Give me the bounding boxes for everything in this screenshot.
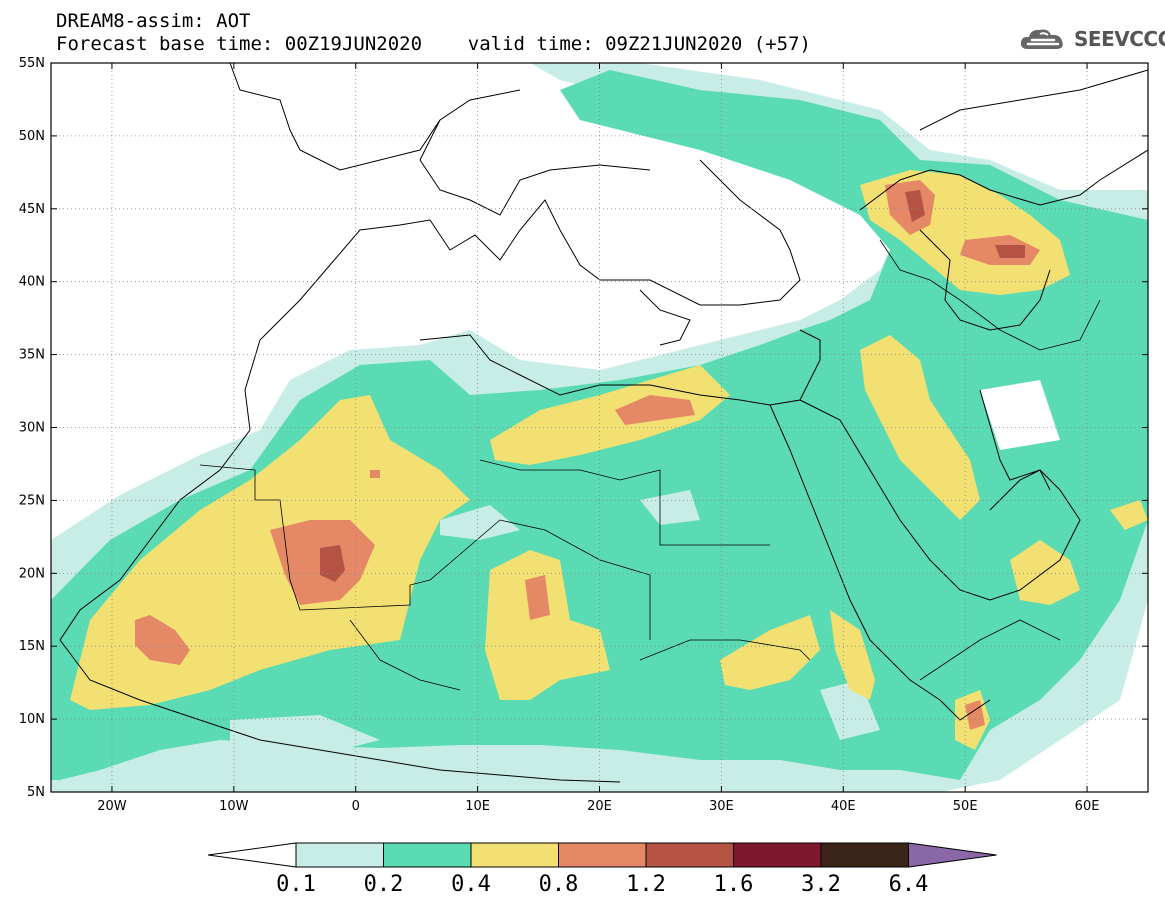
lat-tick-label: 55N [19,56,45,71]
colorbar-label: 1.2 [626,872,666,897]
colorbar-label: 0.2 [364,872,404,897]
lat-tick-label: 40N [19,275,45,290]
lon-tick-label: 0 [352,799,360,814]
aot-field-0.4-ne [1110,500,1148,530]
aot-patch-clean-2 [640,490,700,525]
colorbar-label: 0.8 [539,872,579,897]
colorbar-box [645,842,734,868]
colorbar-label: 0.4 [451,872,491,897]
lat-tick-label: 35N [19,348,45,363]
colorbar-box [383,842,472,868]
aot-field-0.8-west-spot [370,470,380,478]
aot-field-0.8-libya [615,395,695,425]
brand-name: SEEVCCC [1074,27,1165,51]
cloud-logo-icon [1020,29,1063,49]
colorbar-label: 1.6 [714,872,754,897]
map-subtitle: Forecast base time: 00Z19JUN2020 valid t… [56,33,811,55]
aot-patch-clean-3 [230,715,380,760]
aot-field-0.4-red-sea [830,610,875,700]
colorbar-label: 3.2 [801,872,841,897]
colorbar-over-triangle [908,842,997,868]
aot-field-0.4-sudan [720,615,820,690]
aot-field-1.2-caspian-2 [995,245,1025,258]
lon-tick-label: 20E [587,799,612,814]
aot-field-0.8-chad [525,575,550,620]
lon-tick-label: 20W [97,799,127,814]
lon-tick-label: 50E [953,799,978,814]
lat-tick-label: 5N [27,785,45,800]
lat-tick-label: 10N [19,712,45,727]
colorbar-labels: 0.1 0.2 0.4 0.8 1.2 1.6 3.2 6.4 [276,872,928,897]
brand-logo: SEEVCCC [1018,24,1165,54]
lon-tick-label: 30E [709,799,734,814]
lon-tick-label: 10E [465,799,490,814]
colorbar-box [558,842,647,868]
colorbar-label: 0.1 [276,872,316,897]
aot-patch-clean-1 [440,505,520,540]
colorbar-box [820,842,909,868]
lon-tick-label: 60E [1075,799,1100,814]
lat-tick-label: 30N [19,421,45,436]
aot-field-0.8-somalia [965,700,985,730]
lat-tick-label: 20N [19,566,45,581]
axis-ticks: 55N 50N 45N 40N 35N 30N 25N 20N 15N 10N 5N 20W 10W 0 1… [19,56,1148,814]
aot-field-1.2-caspian [905,190,925,222]
lat-tick-label: 15N [19,639,45,654]
colorbar-box [470,842,559,868]
lat-tick-label: 45N [19,202,45,217]
aot-field-1.2-mali [320,545,345,582]
aot-field-0.8-senegal [135,615,190,665]
coastlines [59,63,1148,783]
grid-lines [51,63,1148,792]
map-title: DREAM8-assim: AOT [56,10,251,32]
aot-field-0.4-libya [490,365,730,465]
colorbar-boxes [207,842,997,868]
aot-field-0.4-arabia [1010,540,1080,605]
colorbar-label: 6.4 [889,872,929,897]
aot-field-0.4-chad [485,550,610,700]
colorbar-under-triangle [207,842,297,868]
lat-tick-label: 25N [19,493,45,508]
lon-tick-label: 40E [831,799,856,814]
aot-patch-clean-5 [980,380,1060,450]
colorbar-box [733,842,822,868]
lat-tick-label: 50N [19,129,45,144]
colorbar-box [295,842,384,868]
lon-tick-label: 10W [219,799,249,814]
